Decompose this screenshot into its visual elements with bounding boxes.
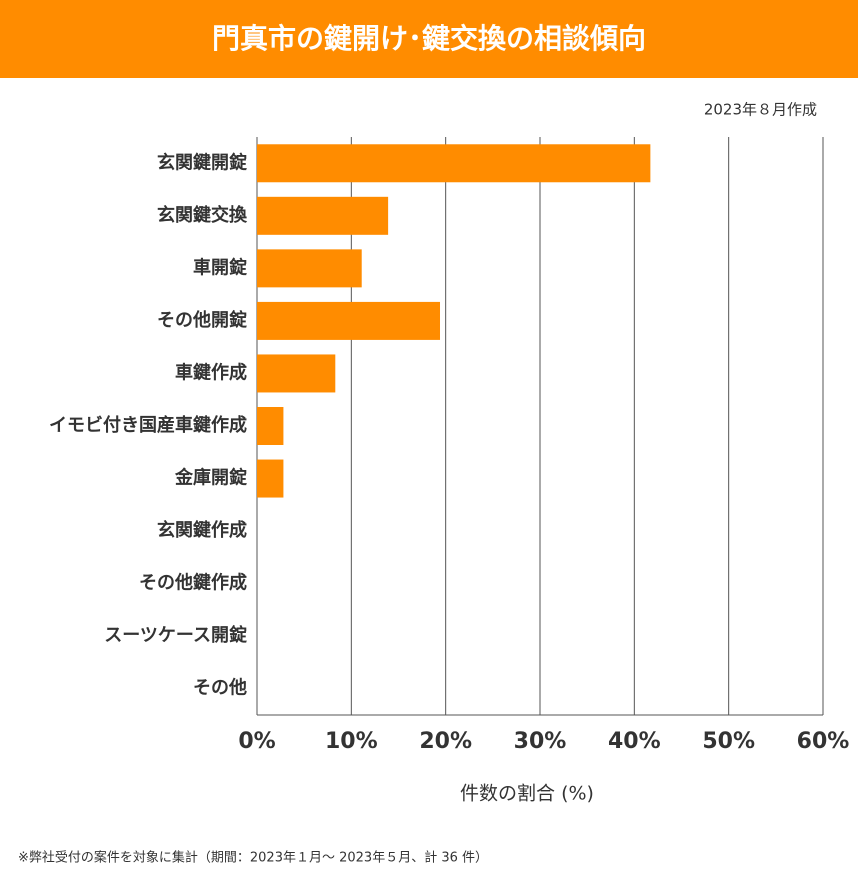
bar [257, 354, 336, 393]
x-tick-label: 50% [702, 729, 755, 754]
y-tick-label: その他 [193, 677, 247, 699]
bar [257, 144, 651, 183]
y-tick-label: 玄関鍵作成 [157, 519, 247, 541]
x-tick-label: 30% [514, 729, 567, 754]
y-tick-label: 金庫開錠 [174, 467, 247, 489]
x-tick-label: 40% [608, 729, 661, 754]
x-tick-label: 0% [238, 729, 275, 754]
x-axis-label: 件数の割合 (%) [460, 783, 594, 805]
y-tick-label: 玄関鍵開錠 [157, 151, 247, 173]
y-tick-label: その他鍵作成 [139, 572, 247, 594]
x-tick-label: 60% [797, 729, 850, 754]
y-tick-label: スーツケース開錠 [104, 624, 247, 646]
y-tick-label: 玄関鍵交換 [157, 204, 248, 226]
y-tick-label: イモビ付き国産車鍵作成 [49, 414, 247, 436]
header-band [0, 0, 858, 78]
footnote: ※弊社受付の案件を対象に集計（期間：2023年１月～ 2023年５月、計 36 … [18, 850, 488, 866]
bar [257, 407, 284, 445]
y-tick-label: その他開錠 [157, 309, 247, 331]
y-tick-label: 車鍵作成 [175, 361, 247, 383]
bar [257, 459, 284, 498]
x-tick-label: 20% [419, 729, 472, 754]
bar [257, 196, 389, 235]
bar [257, 301, 441, 340]
chart-title: 門真市の鍵開け･鍵交換の相談傾向 [212, 22, 646, 55]
x-tick-label: 10% [325, 729, 378, 754]
subtitle: 2023年８月作成 [704, 101, 817, 119]
bar [257, 249, 362, 288]
y-tick-label: 車開錠 [193, 256, 247, 278]
